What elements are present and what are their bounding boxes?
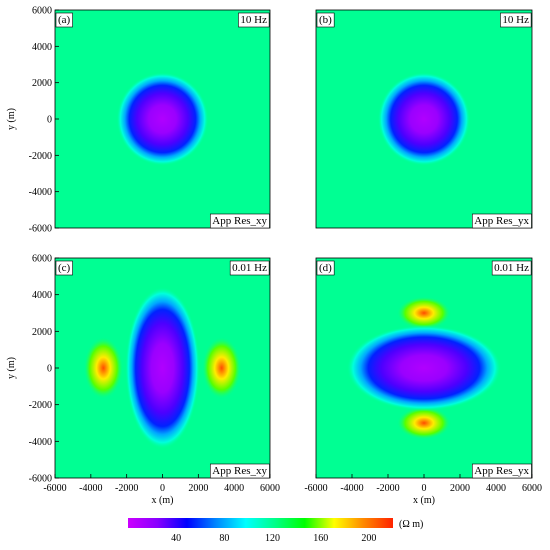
frequency-label-box <box>500 12 532 28</box>
frequency-label: 0.01 Hz <box>232 262 267 274</box>
x-tick-label: 6000 <box>522 483 542 494</box>
y-tick-label: -4000 <box>29 437 52 448</box>
x-axis-label: x (m) <box>413 495 435 506</box>
colorbar-tick-label: 200 <box>361 533 376 544</box>
y-tick-label: -4000 <box>29 187 52 198</box>
y-axis-label: y (m) <box>6 108 17 130</box>
panel-id-label: (a) <box>58 14 71 26</box>
panel-id-label-box <box>55 260 73 276</box>
panel-id-label: (b) <box>319 14 332 26</box>
x-tick-label: 0 <box>160 483 165 494</box>
panel-0: -6000 -4000 -2000 0 2000 4000 6000 y (m) (a) 10 H… <box>6 6 271 235</box>
x-tick-label: 4000 <box>486 483 506 494</box>
panel-2: -6000 -4000 -2000 0 2000 4000 6000 -6000 -4000 -2… <box>6 254 280 507</box>
x-tick-label: -6000 <box>43 483 66 494</box>
x-tick-label: -6000 <box>304 483 327 494</box>
component-label: App Res_xy <box>212 465 267 477</box>
component-label-box <box>209 463 270 479</box>
y-tick-label: -2000 <box>29 151 52 162</box>
frequency-label: 10 Hz <box>240 14 267 26</box>
frequency-label: 0.01 Hz <box>494 262 529 274</box>
frequency-label-box <box>238 12 270 28</box>
component-label-box <box>471 463 532 479</box>
x-tick-label: 6000 <box>260 483 280 494</box>
x-tick-label: 4000 <box>224 483 244 494</box>
high-anomaly-1 <box>397 406 451 440</box>
colorbar-tick-label: 80 <box>219 533 229 544</box>
panel-3: -6000 -4000 -2000 0 2000 4000 6000 x (m) (d) 0.01… <box>304 257 542 506</box>
panel-id-label: (d) <box>319 262 332 274</box>
component-label: App Res_yx <box>474 465 529 477</box>
x-axis-label: x (m) <box>152 495 174 506</box>
x-tick-label: 2000 <box>188 483 208 494</box>
frequency-label-box <box>229 260 270 276</box>
y-tick-label: -6000 <box>29 474 52 485</box>
low-anomaly <box>125 286 200 450</box>
y-axis-label: y (m) <box>6 357 17 379</box>
panel-id-label: (c) <box>58 262 71 274</box>
component-label-box <box>471 213 532 229</box>
y-tick-label: 6000 <box>32 254 52 265</box>
low-anomaly <box>377 72 471 166</box>
colorbar-tick-label: 160 <box>313 533 328 544</box>
component-label: App Res_yx <box>474 215 529 227</box>
panel-id-label-box <box>316 12 335 28</box>
y-tick-label: -6000 <box>29 224 52 235</box>
high-anomaly-0 <box>397 296 451 330</box>
y-tick-label: 4000 <box>32 42 52 53</box>
component-label-box <box>209 213 270 229</box>
panel-id-label-box <box>316 260 335 276</box>
panel-id-label-box <box>55 12 73 28</box>
frequency-label-box <box>491 260 532 276</box>
low-anomaly <box>116 72 209 166</box>
panel-1: (b) 10 Hz App Res_yx <box>315 9 533 229</box>
high-anomaly-0 <box>83 336 124 400</box>
y-tick-label: 4000 <box>32 290 52 301</box>
panel-frame <box>315 9 533 229</box>
y-tick-label: 2000 <box>32 327 52 338</box>
x-tick-label: 2000 <box>450 483 470 494</box>
colorbar <box>128 518 393 528</box>
x-tick-label: -2000 <box>376 483 399 494</box>
y-tick-label: 0 <box>47 364 52 375</box>
y-tick-label: 0 <box>47 115 52 126</box>
colorbar-tick-label: 120 <box>265 533 280 544</box>
component-label: App Res_xy <box>212 215 267 227</box>
y-tick-label: 2000 <box>32 78 52 89</box>
x-tick-label: -4000 <box>340 483 363 494</box>
low-anomaly <box>346 325 502 411</box>
colorbar-tick-label: 40 <box>171 533 181 544</box>
y-tick-label: 6000 <box>32 6 52 17</box>
y-tick-label: -2000 <box>29 400 52 411</box>
frequency-label: 10 Hz <box>502 14 529 26</box>
x-tick-label: 0 <box>422 483 427 494</box>
colorbar-unit: (Ω m) <box>399 519 423 530</box>
x-tick-label: -4000 <box>79 483 102 494</box>
x-tick-label: -2000 <box>115 483 138 494</box>
high-anomaly-1 <box>201 336 242 400</box>
